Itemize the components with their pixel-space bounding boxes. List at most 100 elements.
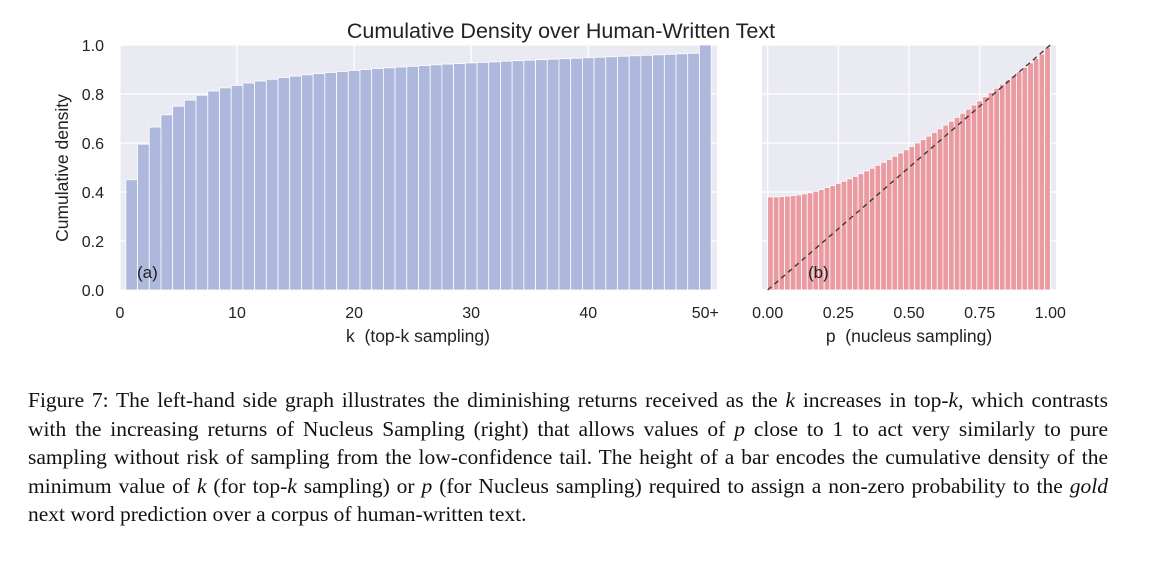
- nucleus-bar: [982, 96, 989, 291]
- topk-bar: [347, 70, 361, 291]
- nucleus-bar: [863, 170, 870, 291]
- topk-bar: [687, 52, 700, 291]
- topk-bar: [312, 73, 326, 291]
- topk-y-axis-label: Cumulative density: [52, 94, 72, 242]
- topk-bar: [207, 90, 220, 291]
- nucleus-bar: [772, 196, 780, 291]
- topk-bar: [382, 67, 396, 291]
- topk-bar: [628, 55, 642, 291]
- nucleus-bar: [1010, 75, 1017, 291]
- topk-x-tick-label: 30: [462, 305, 480, 322]
- topk-x-tick-labels: 0 10 20 30 40 50+: [116, 305, 719, 322]
- nucleus-bar: [942, 124, 949, 291]
- nucleus-x-tick-label: 0.25: [823, 305, 854, 322]
- topk-panel-label: (a): [137, 263, 158, 282]
- topk-y-tick-labels: 0.0 0.2 0.4 0.6 0.8 1.0: [82, 38, 104, 300]
- topk-bar: [172, 105, 185, 291]
- topk-bar: [511, 60, 525, 291]
- nucleus-bar: [1016, 71, 1023, 291]
- topk-y-tick-label: 0.2: [82, 234, 104, 251]
- nucleus-bar: [925, 135, 933, 291]
- topk-y-tick-label: 0.6: [82, 136, 104, 153]
- nucleus-bar: [959, 112, 966, 291]
- topk-y-tick-label: 1.0: [82, 38, 104, 55]
- nucleus-x-axis-label: p (nucleus sampling): [826, 326, 992, 346]
- topk-bar: [570, 57, 583, 291]
- nucleus-bar: [829, 185, 836, 291]
- nucleus-bars: [767, 47, 1051, 291]
- figure-chart: Cumulative Density over Human-Written Te…: [52, 19, 1066, 346]
- nucleus-x-tick-labels: 0.00 0.25 0.50 0.75 1.00: [752, 305, 1066, 322]
- nucleus-bar: [1038, 53, 1046, 291]
- caption-text: sampling) or: [296, 473, 422, 498]
- nucleus-bar: [891, 155, 899, 291]
- caption-text: close to 1 to act very similarly to pure…: [28, 416, 1108, 498]
- topk-bar: [523, 59, 536, 291]
- topk-x-axis-label: k (top-k sampling): [346, 326, 490, 346]
- topk-x-tick-label: 50+: [692, 305, 719, 322]
- caption-text: increases in top-: [795, 388, 949, 412]
- nucleus-bar: [953, 116, 961, 291]
- nucleus-bar: [931, 132, 938, 291]
- nucleus-bar: [852, 175, 859, 291]
- nucleus-bar: [908, 146, 916, 291]
- topk-bar: [581, 57, 595, 291]
- nucleus-bar: [970, 104, 978, 291]
- topk-bar: [394, 66, 408, 291]
- nucleus-bar: [987, 92, 995, 291]
- caption-label: Figure 7:: [28, 388, 109, 412]
- topk-bar: [336, 71, 349, 291]
- caption-var-k: k: [785, 388, 796, 412]
- topk-bar: [242, 82, 256, 291]
- caption-var-p: p: [734, 416, 745, 441]
- topk-bar: [488, 61, 501, 291]
- topk-bar: [593, 56, 607, 291]
- topk-bar: [265, 78, 279, 291]
- nucleus-bar: [767, 196, 774, 291]
- topk-bar: [277, 77, 291, 291]
- topk-bar: [453, 63, 466, 291]
- caption-text: (for top-: [206, 473, 288, 498]
- nucleus-bar: [789, 195, 797, 291]
- topk-bar: [183, 99, 197, 291]
- topk-x-tick-label: 40: [579, 305, 597, 322]
- figure-caption: Figure 7: The left-hand side graph illus…: [28, 386, 1108, 529]
- nucleus-bar: [840, 180, 848, 291]
- nucleus-bar: [880, 161, 887, 291]
- nucleus-bar: [1027, 62, 1034, 291]
- figure-title: Cumulative Density over Human-Written Te…: [347, 19, 775, 43]
- nucleus-bar: [1044, 47, 1051, 291]
- nucleus-bar: [885, 159, 893, 291]
- topk-bar: [476, 61, 490, 291]
- topk-y-tick-label: 0.8: [82, 87, 104, 104]
- topk-bar: [219, 87, 232, 291]
- nucleus-bar: [936, 128, 944, 291]
- topk-bars: [125, 44, 712, 291]
- topk-bar: [675, 53, 689, 291]
- caption-var-k: k: [287, 473, 297, 498]
- topk-bar: [535, 59, 548, 291]
- nucleus-panel-label: (b): [808, 263, 829, 282]
- topk-bar: [464, 62, 478, 291]
- caption-var-p: p: [421, 473, 433, 498]
- topk-bar: [230, 85, 244, 291]
- topk-bar: [652, 54, 665, 291]
- topk-bar: [546, 58, 560, 291]
- topk-bar: [324, 72, 337, 291]
- topk-bar: [301, 74, 314, 291]
- topk-bar: [195, 94, 209, 291]
- nucleus-x-tick-label: 0.00: [752, 305, 783, 322]
- nucleus-x-tick-label: 0.75: [964, 305, 995, 322]
- caption-text: The left-hand side graph illustrates the…: [116, 388, 786, 412]
- nucleus-bar: [976, 100, 983, 291]
- topk-bar: [125, 179, 138, 291]
- caption-var-k: k: [948, 388, 959, 412]
- nucleus-bar: [869, 167, 876, 291]
- topk-bar: [160, 114, 174, 291]
- nucleus-bar: [999, 83, 1006, 291]
- caption-text: (for Nucleus sampling) required to assig…: [432, 473, 1070, 498]
- topk-bar: [640, 54, 654, 291]
- topk-bar: [254, 80, 267, 291]
- topk-y-tick-label: 0.4: [82, 185, 104, 202]
- nucleus-bar: [1021, 66, 1029, 291]
